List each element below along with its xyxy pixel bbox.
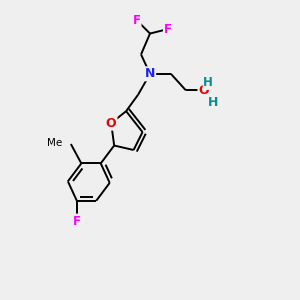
Text: N: N xyxy=(145,68,155,80)
Text: F: F xyxy=(73,214,81,228)
Text: F: F xyxy=(164,22,172,36)
Text: H: H xyxy=(203,76,213,89)
Text: H: H xyxy=(208,96,218,109)
Text: Me: Me xyxy=(47,137,62,148)
Text: O: O xyxy=(106,117,116,130)
Text: O: O xyxy=(198,84,209,97)
Text: F: F xyxy=(133,14,141,27)
